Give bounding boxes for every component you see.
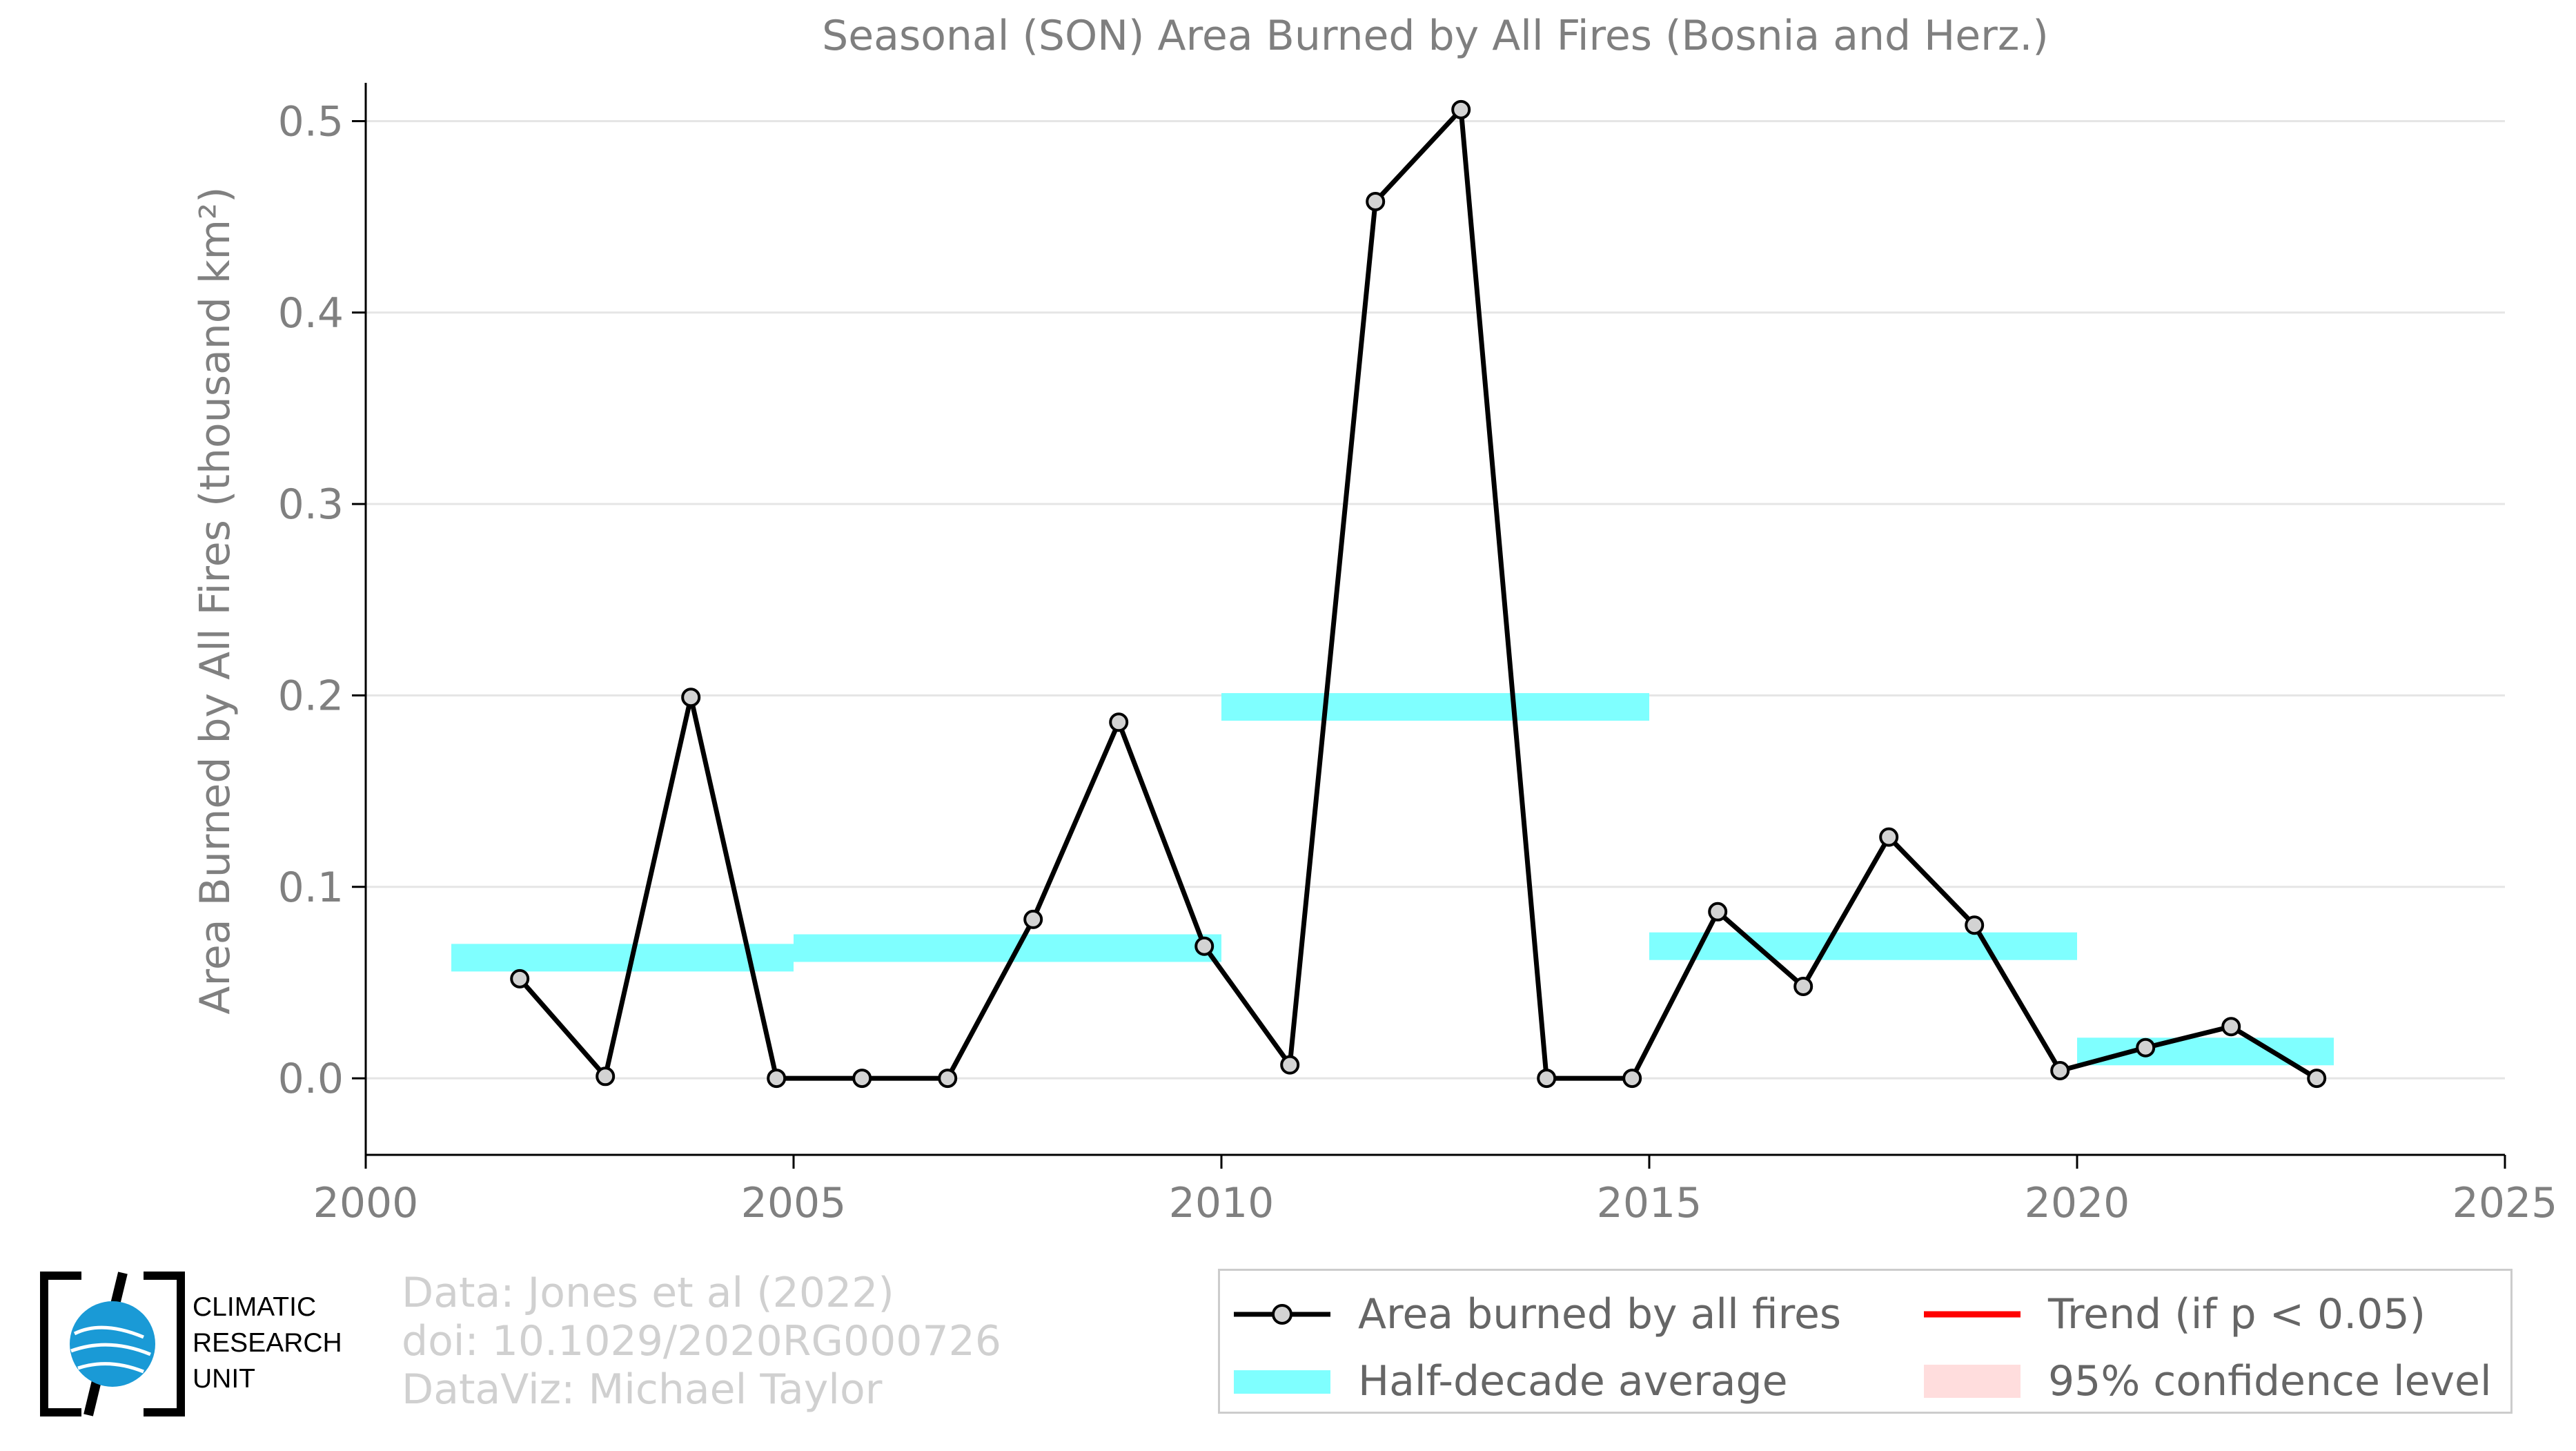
credit-line-1: Data: Jones et al (2022) [402,1269,894,1317]
legend-label-confidence: 95% confidence level [2048,1357,2492,1405]
series-line [518,107,2319,1081]
x-tick-label: 2010 [1169,1179,1275,1227]
half-decade-bands [451,693,2334,1066]
data-point [2307,1069,2327,1089]
credits: Data: Jones et al (2022) doi: 10.1029/20… [402,1269,1001,1414]
data-point [1793,976,1813,996]
legend: Area burned by all fires Trend (if p < 0… [1218,1269,2513,1414]
legend-item-half-decade: Half-decade average [1234,1357,1788,1405]
legend-label-area-burned: Area burned by all fires [1358,1290,1842,1338]
y-tick-label: 0.0 [278,1055,344,1103]
half-decade-band [2077,1038,2334,1066]
x-tick-label: 2025 [2452,1179,2558,1227]
data-point [1965,915,1985,935]
data-point [938,1069,958,1089]
data-point [1280,1055,1300,1075]
legend-confidence-band-icon [1924,1361,2021,1402]
chart: Seasonal (SON) Area Burned by All Fires … [191,12,2558,1227]
logo-line-1: CLIMATIC [193,1292,317,1322]
data-point [681,688,701,708]
data-point [1023,909,1043,929]
data-point [2221,1017,2241,1037]
x-tick-label: 2015 [1597,1179,1702,1227]
data-point [510,968,530,989]
y-tick-label: 0.1 [278,864,344,912]
axes: 0.0 0.1 0.2 0.3 0.4 0.5 2000 2005 2010 2015 2020 20… [278,83,2558,1227]
data-point [1451,99,1471,119]
data-point [1366,191,1386,211]
data-point [1708,902,1728,922]
y-tick-label: 0.2 [278,672,344,720]
gridlines [366,119,2505,1080]
data-point [596,1067,616,1087]
half-decade-band [794,934,1221,962]
legend-item-confidence: 95% confidence level [1924,1357,2492,1405]
y-tick-label: 0.4 [278,289,344,338]
data-point [2136,1038,2156,1058]
data-point [1194,936,1215,956]
legend-label-trend: Trend (if p < 0.05) [2048,1290,2426,1338]
data-point [2050,1060,2070,1080]
half-decade-band [1221,693,1649,721]
data-point [1537,1069,1557,1089]
credit-line-3: DataViz: Michael Taylor [402,1365,883,1414]
legend-line-marker-icon [1234,1294,1330,1335]
logo-line-2: RESEARCH [193,1328,342,1358]
series-layer [510,99,2327,1089]
half-decade-band [451,944,794,972]
chart-title: Seasonal (SON) Area Burned by All Fires … [822,12,2049,60]
data-point [1109,712,1129,732]
legend-trend-line-icon [1924,1294,2021,1335]
legend-label-half-decade: Half-decade average [1358,1357,1788,1405]
x-tick-label: 2020 [2025,1179,2130,1227]
legend-half-decade-band-icon [1234,1361,1330,1402]
x-tick-label: 2000 [313,1179,419,1227]
data-point [767,1069,787,1089]
credit-line-2: doi: 10.1029/2020RG000726 [402,1317,1002,1365]
cru-logo [40,1272,185,1416]
y-axis-label: Area Burned by All Fires (thousand km²) [191,186,239,1014]
data-point [1622,1069,1642,1089]
data-point [852,1069,872,1089]
legend-item-area-burned: Area burned by all fires [1234,1290,1841,1338]
x-tick-label: 2005 [741,1179,847,1227]
data-point [1879,827,1899,847]
logo-line-3: UNIT [193,1364,255,1394]
y-tick-label: 0.3 [278,480,344,529]
y-tick-label: 0.5 [278,97,344,146]
legend-item-trend: Trend (if p < 0.05) [1924,1290,2426,1338]
half-decade-band [1649,932,2077,960]
logo-text: CLIMATIC RESEARCH UNIT [193,1289,342,1397]
